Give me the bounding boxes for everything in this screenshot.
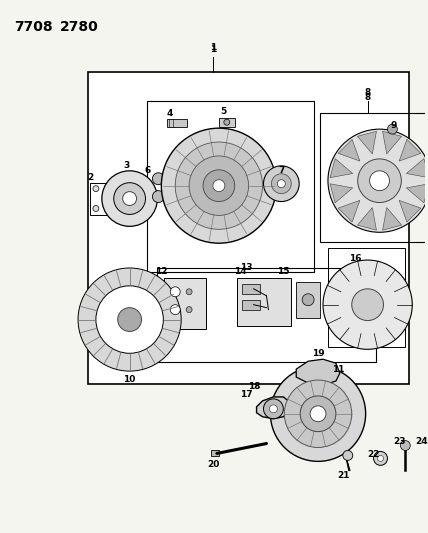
Polygon shape <box>256 397 290 419</box>
Bar <box>425 447 428 464</box>
Text: 3: 3 <box>124 161 130 171</box>
Circle shape <box>358 159 401 203</box>
Circle shape <box>175 142 262 229</box>
Circle shape <box>96 286 163 353</box>
Circle shape <box>377 455 383 462</box>
Circle shape <box>161 128 276 243</box>
Circle shape <box>343 450 353 461</box>
Circle shape <box>370 171 389 191</box>
Text: 6: 6 <box>144 166 151 175</box>
Circle shape <box>213 180 225 192</box>
Circle shape <box>186 289 192 295</box>
Circle shape <box>302 294 314 305</box>
Text: 18: 18 <box>248 382 261 391</box>
Circle shape <box>323 260 412 349</box>
Bar <box>211 450 219 456</box>
Circle shape <box>277 180 285 188</box>
Bar <box>148 101 314 272</box>
Text: 1: 1 <box>210 43 216 52</box>
Polygon shape <box>406 184 428 203</box>
Polygon shape <box>399 140 421 161</box>
Circle shape <box>203 170 235 201</box>
Text: 8: 8 <box>365 93 371 102</box>
Bar <box>242 284 259 294</box>
Bar <box>242 300 259 310</box>
Polygon shape <box>330 184 353 203</box>
Text: 17: 17 <box>241 391 253 399</box>
Bar <box>219 118 235 127</box>
Polygon shape <box>296 359 340 385</box>
Circle shape <box>310 406 326 422</box>
Text: 1: 1 <box>210 45 216 54</box>
Bar <box>88 71 409 384</box>
Polygon shape <box>330 159 353 177</box>
Circle shape <box>189 156 249 215</box>
Text: 13: 13 <box>241 263 253 272</box>
Circle shape <box>123 192 137 206</box>
Circle shape <box>186 306 192 313</box>
Text: 7708: 7708 <box>15 20 53 34</box>
Circle shape <box>264 399 283 419</box>
Circle shape <box>152 191 164 203</box>
Bar <box>320 114 428 242</box>
Polygon shape <box>406 159 428 177</box>
Circle shape <box>114 183 146 214</box>
Circle shape <box>264 166 299 201</box>
Circle shape <box>152 173 164 185</box>
Circle shape <box>170 287 180 297</box>
Circle shape <box>93 185 99 192</box>
Text: 12: 12 <box>155 268 168 277</box>
Text: 14: 14 <box>235 268 247 277</box>
Circle shape <box>270 405 277 413</box>
Circle shape <box>352 289 383 320</box>
Text: 7: 7 <box>278 166 285 175</box>
Polygon shape <box>357 131 377 154</box>
Circle shape <box>374 451 387 465</box>
Text: 10: 10 <box>123 375 136 384</box>
Text: 8: 8 <box>365 88 371 98</box>
Circle shape <box>102 171 158 227</box>
Polygon shape <box>399 200 421 222</box>
Circle shape <box>271 174 291 193</box>
Bar <box>237 278 291 326</box>
Text: 5: 5 <box>221 107 227 116</box>
Polygon shape <box>383 207 401 230</box>
Text: 9: 9 <box>390 120 397 130</box>
Circle shape <box>270 366 366 462</box>
Text: 2: 2 <box>87 173 93 182</box>
Text: 15: 15 <box>277 268 290 277</box>
Circle shape <box>78 268 181 371</box>
Circle shape <box>328 129 428 232</box>
Text: 2780: 2780 <box>60 20 99 34</box>
Circle shape <box>224 119 230 125</box>
Polygon shape <box>357 207 377 230</box>
Bar <box>167 119 187 127</box>
Circle shape <box>170 305 180 314</box>
Polygon shape <box>338 140 360 161</box>
Bar <box>90 183 118 215</box>
Circle shape <box>284 380 352 448</box>
Text: 22: 22 <box>367 450 380 459</box>
Circle shape <box>118 308 142 332</box>
Circle shape <box>400 441 410 450</box>
Bar <box>328 248 405 348</box>
Text: 19: 19 <box>312 349 324 358</box>
Text: 20: 20 <box>208 460 220 469</box>
Circle shape <box>387 124 397 134</box>
Text: 16: 16 <box>350 254 362 263</box>
Bar <box>158 268 375 362</box>
Text: 4: 4 <box>166 109 172 118</box>
Polygon shape <box>338 200 360 222</box>
Bar <box>164 278 206 329</box>
Text: 21: 21 <box>338 471 350 480</box>
Text: 24: 24 <box>415 437 428 446</box>
Circle shape <box>93 206 99 212</box>
Text: 23: 23 <box>393 437 406 446</box>
Text: 11: 11 <box>332 365 344 374</box>
Bar <box>296 282 320 318</box>
Polygon shape <box>383 131 401 154</box>
Circle shape <box>300 396 336 432</box>
